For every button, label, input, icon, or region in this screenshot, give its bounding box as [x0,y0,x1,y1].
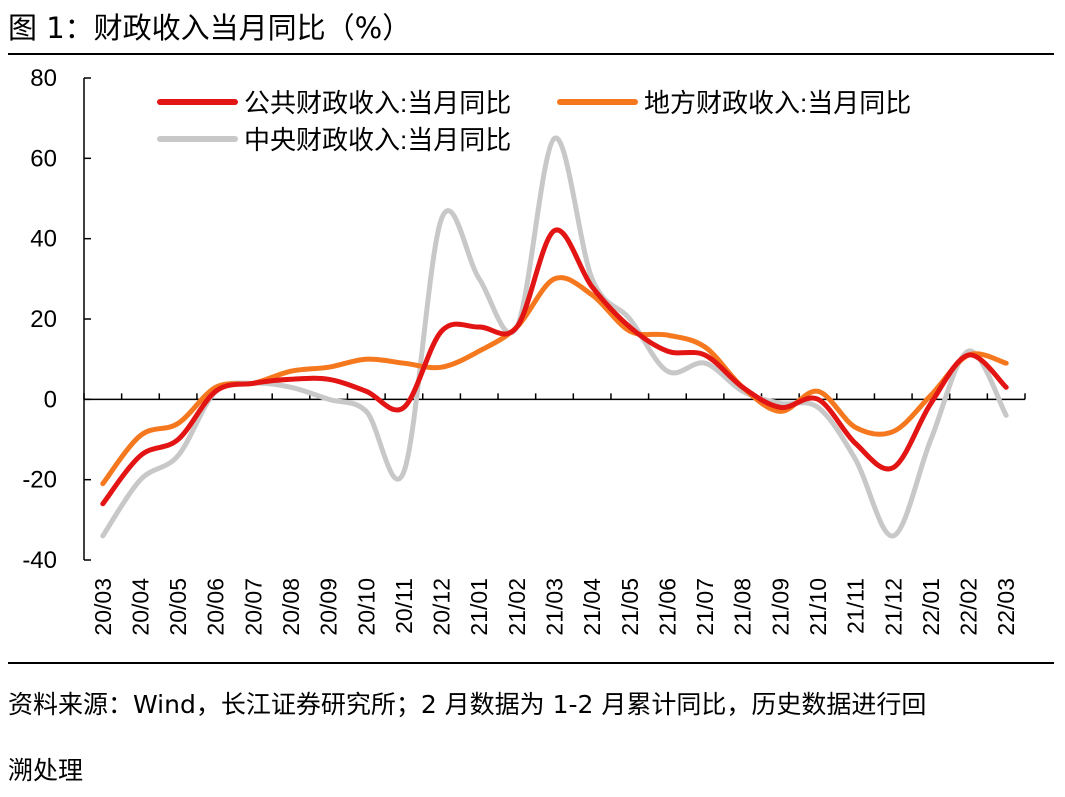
x-tick-label: 21/08 [730,578,756,636]
source-note-line-1: 资料来源：Wind，长江证券研究所；2 月数据为 1-2 月累计同比，历史数据进… [8,690,927,719]
legend-label-1: 公共财政收入:当月同比 [244,88,511,118]
legend-label-2: 地方财政收入:当月同比 [644,88,911,118]
x-tick-label: 22/01 [918,578,944,636]
line-chart: -40 -20 0 20 40 60 80 20/03 20/04 20/05 20/06 20/07… [22,65,1026,636]
x-tick-label: 21/09 [767,578,793,636]
y-tick-label: 80 [30,65,57,92]
x-tick-label: 20/11 [391,578,417,634]
x-tick-label: 20/12 [429,578,455,636]
source-divider [8,662,1054,664]
series-line-1 [100,227,1009,507]
legend-label-3: 中央财政收入:当月同比 [244,125,511,155]
x-tick-label: 20/10 [353,578,379,636]
x-tick-label: 21/11 [843,578,869,634]
chart-series [100,135,1009,539]
x-tick-label: 20/04 [127,578,153,636]
x-tick-label: 21/05 [617,578,643,636]
y-tick-label: 0 [44,386,57,413]
x-tick-label: 22/03 [993,578,1019,636]
x-tick-label: 20/03 [90,578,116,636]
x-tick-label: 20/08 [278,578,304,636]
x-tick-label: 20/05 [165,578,191,636]
x-tick-label: 21/02 [504,578,530,636]
figure-title: 图 1：财政收入当月同比（%） [8,11,412,45]
chart-axes: -40 -20 0 20 40 60 80 20/03 20/04 20/05 20/06 20/07… [22,65,1026,636]
x-tick-label: 20/06 [203,578,229,636]
title-divider [8,53,1054,55]
x-tick-label: 21/06 [654,578,680,636]
x-tick-label: 21/07 [692,578,718,636]
x-tick-label: 21/01 [466,578,492,636]
y-tick-label: 40 [30,226,57,253]
x-tick-label: 21/12 [880,578,906,636]
source-note-line-2: 溯处理 [8,756,84,785]
x-tick-label: 21/04 [579,578,605,636]
series-line-3 [100,135,1009,539]
x-tick-label: 21/03 [542,578,568,636]
x-tick-label: 21/10 [805,578,831,636]
x-tick-label: 20/07 [240,578,266,636]
x-tick-label: 20/09 [316,578,342,636]
y-tick-label: 20 [30,306,57,333]
x-tick-label: 22/02 [956,578,982,636]
y-tick-label: -20 [22,467,57,494]
y-tick-label: 60 [30,145,57,172]
y-tick-label: -40 [22,547,57,574]
